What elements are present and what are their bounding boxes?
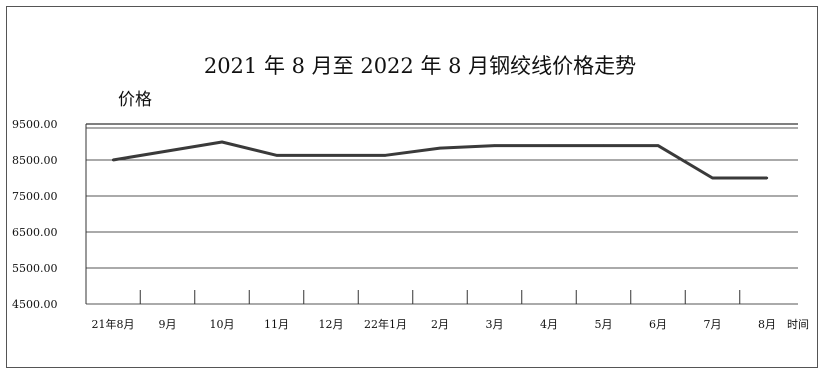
data-point <box>166 149 169 153</box>
y-axis-ticks: 9500.00 8500.00 7500.00 6500.00 5500.00 4500.… <box>12 118 58 311</box>
x-tick-label: 11月 <box>264 318 289 331</box>
data-point <box>765 176 769 180</box>
y-tick-label: 6500.00 <box>12 226 58 239</box>
y-tick-label: 5500.00 <box>12 262 58 275</box>
grid <box>85 123 798 305</box>
x-tick-label: 12月 <box>319 318 344 331</box>
data-point <box>602 144 605 147</box>
x-tick-label: 3月 <box>486 318 504 331</box>
data-point <box>111 158 115 162</box>
x-tick-label: 7月 <box>704 318 722 331</box>
y-tick-label: 7500.00 <box>12 190 58 203</box>
x-tick-label: 8月 <box>758 318 776 331</box>
y-tick-label: 4500.00 <box>12 298 58 311</box>
x-tick-label: 2月 <box>431 318 449 331</box>
x-tick-label: 22年1月 <box>364 317 407 331</box>
chart-title: 2021 年 8 月至 2022 年 8 月钢绞线价格走势 <box>204 54 636 78</box>
data-point <box>329 154 333 157</box>
x-tick-label: 10月 <box>210 318 235 331</box>
data-point <box>656 144 660 147</box>
data-point <box>493 144 496 147</box>
x-tick-label: 6月 <box>649 318 667 331</box>
y-tick-label: 8500.00 <box>12 154 58 167</box>
data-point <box>547 144 551 147</box>
chart-frame <box>6 6 818 368</box>
data-point <box>220 140 224 144</box>
x-tick-label: 5月 <box>595 318 613 331</box>
y-axis-label: 价格 <box>118 90 152 110</box>
data-point <box>711 176 714 180</box>
x-tick-label: 21年8月 <box>92 317 135 331</box>
data-point <box>438 146 442 150</box>
data-point <box>275 154 278 157</box>
data-point <box>384 154 387 157</box>
y-tick-label: 9500.00 <box>12 118 58 131</box>
x-tick-label: 4月 <box>540 318 558 331</box>
series-layer <box>111 140 769 180</box>
x-tick-label: 9月 <box>159 318 177 331</box>
x-axis-ticks: 21年8月 9月 10月 11月 12月 22年1月 2月 3月 4月 5月 6月 7月 8月 <box>92 290 776 331</box>
x-axis-label: 时间 <box>787 318 809 331</box>
